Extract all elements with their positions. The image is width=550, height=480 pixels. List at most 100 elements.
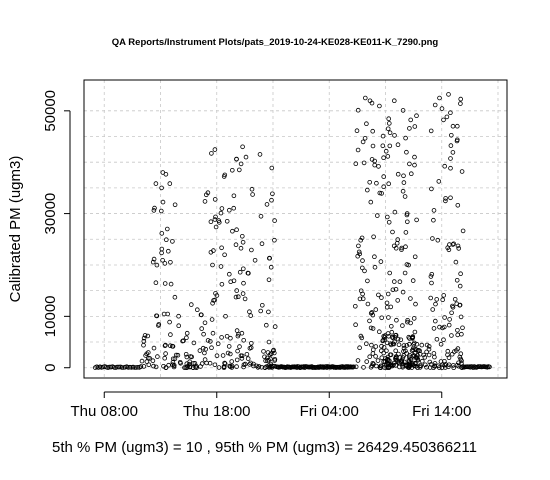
data-point [448,143,454,148]
data-point [381,350,387,356]
data-point [387,130,393,136]
data-point [422,355,428,360]
data-point [212,217,218,222]
data-point [159,231,165,236]
data-point [386,333,391,339]
data-point [382,358,388,364]
data-point [371,234,376,240]
data-point [214,293,220,298]
data-point [385,354,391,360]
data-point [170,239,175,244]
data-point [451,241,457,247]
data-point [249,186,255,192]
data-point [271,350,277,356]
data-point [135,364,141,370]
data-point [360,296,366,302]
data-point [191,340,197,346]
data-point [399,245,405,251]
data-point [372,254,377,260]
data-point [361,160,367,166]
data-point [210,300,215,306]
data-point [176,323,182,329]
data-point [222,361,228,367]
data-point [369,310,375,315]
data-point [272,324,278,329]
data-point [435,237,441,243]
data-point [389,329,395,335]
data-point [235,348,240,354]
data-point [369,100,375,106]
data-point [393,286,399,292]
data-point [400,364,406,370]
data-point [150,358,156,364]
y-axis: 0 10000 30000 50000 [42,90,71,372]
x-tick-label: Thu 18:00 [183,403,251,420]
data-point [214,353,220,359]
data-point [220,353,226,358]
data-point [263,322,269,328]
data-point [368,310,374,316]
data-point [430,307,436,312]
data-point [397,279,403,285]
data-point [358,237,364,243]
data-point [454,348,459,353]
data-point [367,180,373,185]
data-point [433,301,438,307]
data-point [431,326,437,331]
data-point [160,170,166,175]
x-tick-label: Thu 08:00 [70,403,138,420]
data-point [458,101,463,106]
data-point [432,354,437,360]
data-point [351,364,356,370]
data-point [270,191,275,197]
data-point [384,348,389,354]
data-point [441,324,447,330]
data-point [393,332,399,338]
data-point [365,278,370,284]
data-point [132,365,137,370]
data-point [431,217,436,223]
data-point [224,219,230,224]
x-axis: Thu 08:00 Thu 18:00 Fri 04:00 Fri 14:00 [70,391,471,420]
data-point [151,256,157,262]
data-point [404,219,410,225]
data-point [443,198,448,204]
data-point [374,213,380,218]
data-point [446,362,452,368]
data-point [257,152,263,157]
data-point [201,331,206,337]
data-point [459,169,465,174]
data-point [369,157,375,162]
data-point [262,354,267,360]
data-point [236,294,241,300]
data-point [412,162,417,168]
data-point [237,167,242,173]
data-point [455,327,460,333]
data-point [459,358,464,364]
data-point [222,252,227,258]
data-point [175,352,181,358]
data-point [359,235,365,241]
data-point [400,323,405,328]
data-point [400,289,406,295]
data-point [200,345,206,351]
data-point [228,335,233,341]
data-point [208,339,213,344]
data-point [238,161,244,167]
data-point [404,211,410,216]
data-point [408,117,414,123]
data-point [409,362,415,368]
data-point [133,365,139,370]
data-point [208,219,214,225]
data-point [457,354,463,360]
data-point [392,133,397,138]
data-point [367,318,372,324]
data-point [237,269,243,275]
data-point [379,355,385,361]
data-point [360,258,365,263]
data-point [406,365,412,370]
data-point [441,337,446,343]
plot-frame [83,79,508,379]
data-point [448,133,454,138]
data-point [161,363,166,369]
